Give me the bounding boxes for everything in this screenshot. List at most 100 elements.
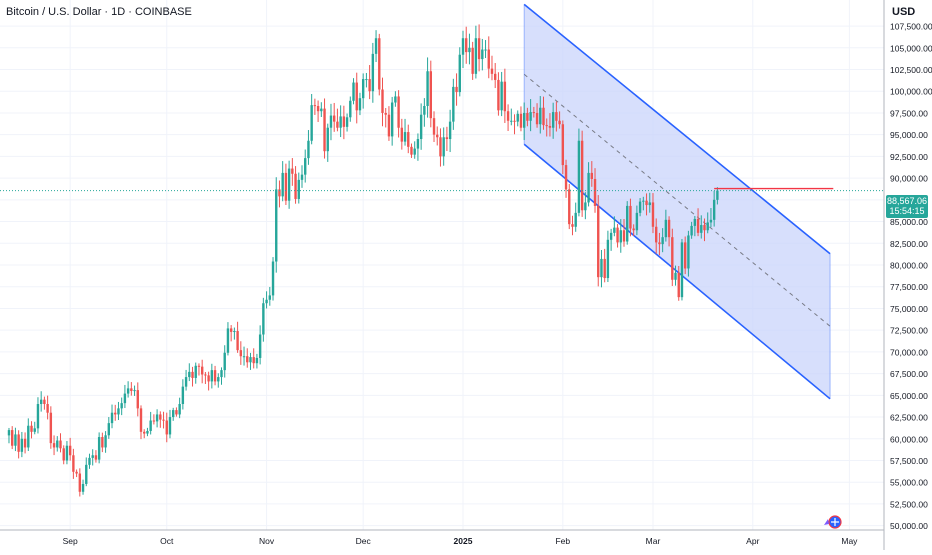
candle[interactable] [648,192,651,213]
candle[interactable] [548,113,552,137]
candle[interactable] [690,221,693,239]
candle[interactable] [52,435,56,456]
candle[interactable] [27,418,30,451]
candle[interactable] [564,159,568,198]
candle[interactable] [484,40,487,59]
candle[interactable] [207,371,210,391]
candle[interactable] [43,396,46,410]
candle[interactable] [123,384,127,409]
candle[interactable] [680,238,684,301]
candle[interactable] [175,407,178,417]
candle[interactable] [526,107,529,127]
candle[interactable] [658,232,661,256]
candle[interactable] [268,286,271,306]
candle[interactable] [455,73,458,106]
candle[interactable] [65,441,69,465]
candle[interactable] [310,94,313,145]
candle[interactable] [513,114,516,135]
candle[interactable] [535,103,539,128]
candle[interactable] [184,369,188,391]
candle[interactable] [33,421,36,435]
candle[interactable] [716,187,719,205]
candle[interactable] [242,346,246,366]
candle[interactable] [68,437,72,461]
candle[interactable] [635,205,639,236]
candle[interactable] [693,215,697,237]
candle[interactable] [300,165,304,188]
currency-label[interactable]: USD [892,6,916,18]
candle[interactable] [490,55,494,81]
candle[interactable] [378,33,381,96]
candle[interactable] [162,411,165,429]
candle[interactable] [281,161,284,202]
candle[interactable] [46,395,49,420]
candle[interactable] [661,228,664,253]
candle[interactable] [107,417,110,439]
candle[interactable] [461,30,465,68]
candle[interactable] [683,236,687,275]
candle[interactable] [39,391,43,412]
candle[interactable] [136,382,139,417]
candle[interactable] [291,158,294,186]
candle[interactable] [246,348,249,368]
candle[interactable] [139,405,143,440]
candle[interactable] [72,448,75,479]
tradingview-logo-icon[interactable] [822,515,844,529]
candles[interactable] [7,24,719,497]
candle[interactable] [101,432,104,453]
candle[interactable] [709,208,713,228]
candle[interactable] [7,427,11,444]
candle[interactable] [252,348,255,369]
candle[interactable] [403,118,407,146]
candle[interactable] [85,457,88,487]
candle[interactable] [429,60,432,128]
candle[interactable] [62,445,65,465]
candle[interactable] [223,345,226,378]
candle[interactable] [494,63,497,89]
candle[interactable] [712,190,716,227]
candle[interactable] [487,36,490,79]
candle[interactable] [390,96,394,146]
candle[interactable] [81,479,85,495]
candle[interactable] [30,421,33,439]
candle[interactable] [355,72,358,124]
candle[interactable] [23,432,27,454]
candle[interactable] [17,430,20,459]
candle[interactable] [664,209,668,242]
candle[interactable] [545,118,548,137]
candle[interactable] [632,224,635,236]
candle[interactable] [606,230,610,283]
candle[interactable] [638,198,642,217]
candle[interactable] [613,216,616,237]
candle[interactable] [255,353,259,369]
candle[interactable] [117,401,120,421]
candle[interactable] [419,103,423,150]
candle[interactable] [233,327,236,340]
candle[interactable] [326,123,329,162]
time-axis[interactable]: Sep Oct Nov Dec 2025 Feb Mar Apr May [0,529,884,546]
candle[interactable] [307,130,310,165]
candle[interactable] [75,469,78,478]
candle[interactable] [104,431,107,453]
candle[interactable] [503,68,507,123]
candle[interactable] [294,166,297,204]
candle[interactable] [213,365,217,386]
candle[interactable] [568,184,571,230]
candle[interactable] [368,65,371,100]
candle[interactable] [217,373,220,388]
candle[interactable] [329,103,333,141]
candle[interactable] [258,325,262,365]
candle[interactable] [629,198,632,237]
candle[interactable] [555,101,558,132]
candle[interactable] [14,427,17,452]
candle[interactable] [159,411,162,428]
candle[interactable] [384,108,387,128]
candle[interactable] [410,143,413,158]
candle[interactable] [275,177,278,273]
candle[interactable] [146,427,149,437]
candle[interactable] [210,363,214,389]
candle[interactable] [696,208,700,237]
candle[interactable] [432,111,436,143]
candle[interactable] [97,432,101,464]
